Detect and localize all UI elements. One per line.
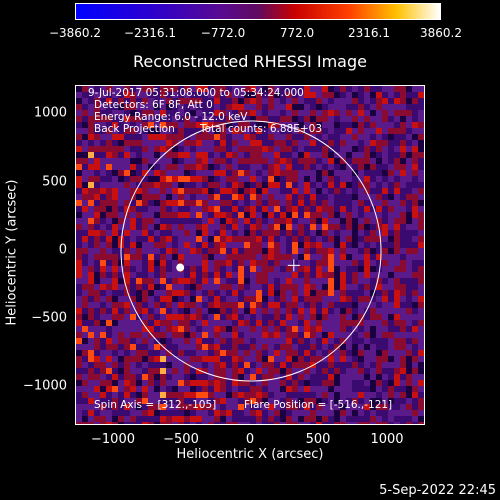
flare-source (176, 263, 185, 272)
y-tick-label: −500 (31, 310, 67, 326)
footer-date: 5-Sep-2022 22:45 (379, 483, 496, 498)
colorbar-label: 2316.1 (348, 26, 390, 40)
y-tick-label: 0 (58, 242, 67, 258)
detectors-label: Detectors: 6F 8F, Att 0 (94, 99, 213, 111)
colorbar-label: −772.0 (200, 26, 246, 40)
y-axis-label: Heliocentric Y (arcsec) (4, 179, 20, 326)
colorbar-labels: −3860.2 −2316.1 −772.0 772.0 2316.1 3860… (40, 26, 480, 40)
x-tick-label: 500 (305, 432, 331, 447)
y-tick-label: 500 (42, 174, 67, 190)
colorbar-label: 3860.2 (420, 26, 462, 40)
colorbar-label: −2316.1 (123, 26, 177, 40)
x-tick-label: −500 (163, 432, 199, 447)
x-tick-label: 1000 (370, 432, 404, 447)
total-counts-label: Total counts: 6.88E+03 (200, 123, 323, 135)
spin-axis-marker (287, 259, 300, 272)
x-tick-label: 0 (245, 432, 255, 447)
flare-position-label: Flare Position = [-516.,-121] (244, 399, 393, 411)
x-axis-label: Heliocentric X (arcsec) (176, 447, 324, 462)
colorbar (75, 3, 441, 20)
y-tick-label: 1000 (33, 105, 67, 121)
rhessi-image (75, 85, 425, 425)
colorbar-label: 772.0 (279, 26, 315, 40)
image-canvas (76, 86, 424, 424)
y-tick-label: −1000 (23, 378, 67, 394)
time-range-label: 9-Jul-2017 05:31:08.000 to 05:34:24.000 (88, 87, 304, 99)
solar-limb-circle (120, 120, 382, 382)
colorbar-label: −3860.2 (48, 26, 102, 40)
spin-axis-label: Spin Axis = [312.,-105] (94, 399, 217, 411)
plot-title: Reconstructed RHESSI Image (133, 52, 367, 71)
x-tick-label: −1000 (91, 432, 135, 447)
energy-range-label: Energy Range: 6.0 - 12.0 keV (94, 111, 248, 123)
method-label: Back Projection (94, 123, 175, 135)
